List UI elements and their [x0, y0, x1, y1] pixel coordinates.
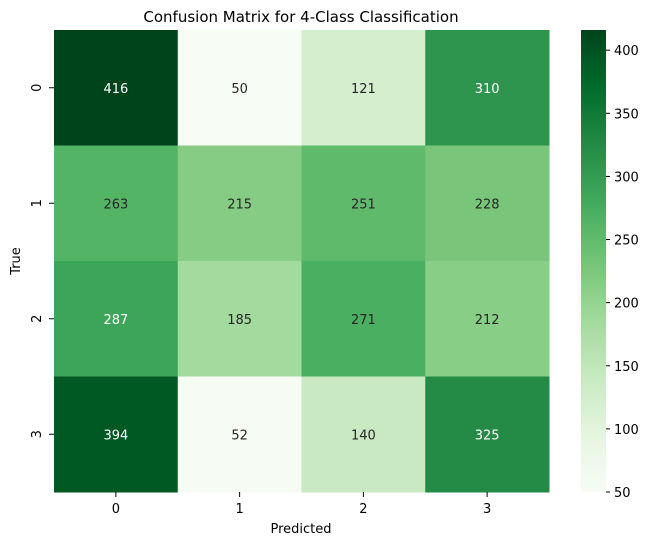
y-tick-label: 2 — [30, 315, 45, 323]
y-tick-label: 1 — [30, 199, 45, 207]
colorbar-tick-label: 150 — [614, 360, 639, 375]
y-tick-label: 0 — [30, 84, 45, 92]
cell-value-label: 416 — [103, 82, 128, 97]
colorbar-tick-label: 100 — [614, 423, 639, 438]
heatmap-cell — [301, 145, 426, 262]
colorbar-ticks: 50 100 150 200 250 300 350 400 — [606, 44, 639, 501]
colorbar-tick-label: 250 — [614, 234, 639, 249]
chart-title: Confusion Matrix for 4-Class Classificat… — [143, 8, 458, 26]
heatmap-cell-labels: 416 50 121 310 263 215 251 228 287 185 271 212 394 52… — [103, 82, 499, 444]
heatmap-cell — [54, 30, 179, 146]
colorbar-tick-label: 300 — [614, 170, 639, 185]
x-tick-label: 2 — [359, 502, 367, 517]
cell-value-label: 310 — [475, 82, 500, 97]
cell-value-label: 325 — [475, 428, 500, 443]
heatmap-cell — [301, 30, 426, 146]
colorbar — [581, 30, 606, 492]
cell-value-label: 228 — [475, 197, 500, 212]
cell-value-label: 394 — [103, 428, 128, 443]
cell-value-label: 121 — [351, 82, 376, 97]
cell-value-label: 287 — [103, 313, 128, 328]
heatmap-cell — [54, 145, 179, 262]
heatmap-cell — [54, 261, 179, 377]
heatmap-cell — [177, 376, 302, 493]
cell-value-label: 212 — [475, 313, 500, 328]
colorbar-tick-label: 50 — [614, 486, 631, 501]
colorbar-tick-label: 400 — [614, 44, 639, 59]
cell-value-label: 185 — [227, 313, 252, 328]
heatmap-cell — [177, 145, 302, 262]
cell-value-label: 215 — [227, 197, 252, 212]
heatmap-cell — [425, 376, 550, 493]
cell-value-label: 140 — [351, 428, 376, 443]
heatmap-cell — [177, 261, 302, 377]
y-tick-label: 3 — [30, 430, 45, 438]
cell-value-label: 251 — [351, 197, 376, 212]
heatmap-cell — [177, 30, 302, 146]
heatmap-cell — [301, 376, 426, 493]
heatmap-cell — [301, 261, 426, 377]
x-axis-ticks: 0 1 2 3 — [112, 492, 491, 517]
x-axis-label: Predicted — [270, 522, 331, 537]
cell-value-label: 52 — [231, 428, 248, 443]
x-tick-label: 0 — [112, 502, 120, 517]
cell-value-label: 263 — [103, 197, 128, 212]
y-axis-label: True — [9, 247, 24, 276]
heatmap-cell — [425, 145, 550, 262]
x-tick-label: 1 — [235, 502, 243, 517]
colorbar-tick-label: 350 — [614, 107, 639, 122]
cell-value-label: 50 — [231, 82, 248, 97]
heatmap-cell — [54, 376, 179, 493]
cell-value-label: 271 — [351, 313, 376, 328]
heatmap-cells — [54, 30, 550, 493]
y-axis-ticks: 0 1 2 3 — [30, 84, 54, 438]
heatmap-cell — [425, 30, 550, 146]
x-tick-label: 3 — [483, 502, 491, 517]
colorbar-tick-label: 200 — [614, 297, 639, 312]
heatmap-cell — [425, 261, 550, 377]
